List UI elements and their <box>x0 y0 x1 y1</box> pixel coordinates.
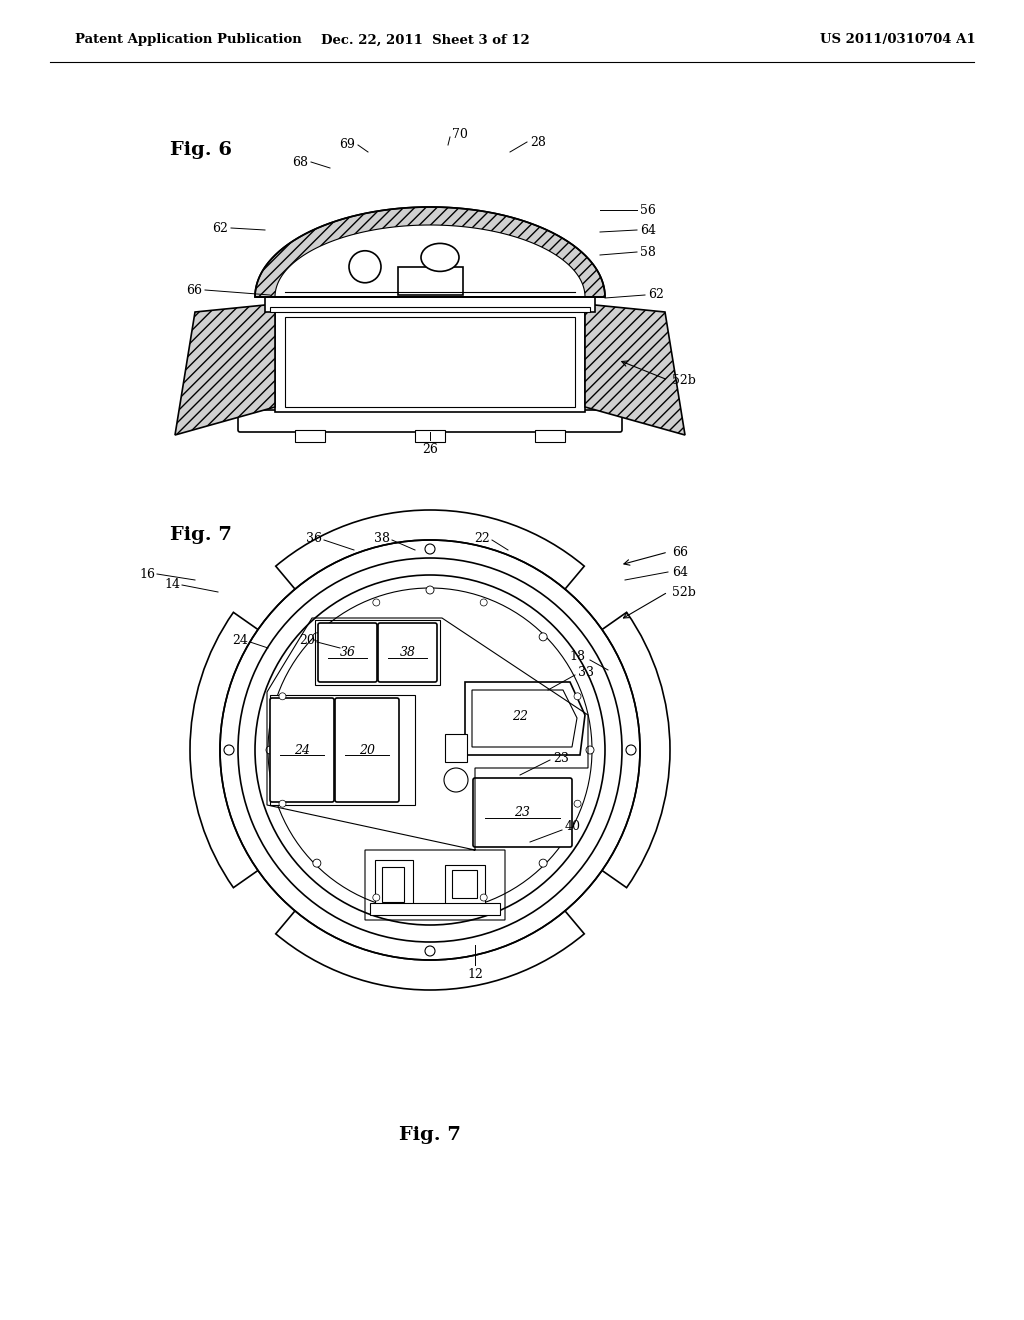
Polygon shape <box>465 682 585 755</box>
Text: 38: 38 <box>399 645 416 659</box>
Polygon shape <box>255 207 605 297</box>
Circle shape <box>255 576 605 925</box>
Text: 33: 33 <box>578 665 594 678</box>
FancyBboxPatch shape <box>238 411 622 432</box>
Text: 52b: 52b <box>672 586 696 598</box>
Text: 23: 23 <box>514 807 530 818</box>
Bar <box>382 867 404 902</box>
Text: 66: 66 <box>672 545 688 558</box>
Text: 68: 68 <box>292 156 308 169</box>
Text: 28: 28 <box>530 136 546 149</box>
Circle shape <box>279 800 286 808</box>
Text: Fig. 7: Fig. 7 <box>399 1126 461 1144</box>
Text: 20: 20 <box>359 743 375 756</box>
Text: Patent Application Publication: Patent Application Publication <box>75 33 302 46</box>
Ellipse shape <box>421 243 459 272</box>
Text: 36: 36 <box>340 645 355 659</box>
Text: 36: 36 <box>306 532 322 544</box>
Text: 38: 38 <box>374 532 390 544</box>
Text: 18: 18 <box>569 651 585 664</box>
Text: 23: 23 <box>553 751 569 764</box>
Text: 20: 20 <box>299 634 315 647</box>
Bar <box>315 620 440 685</box>
Bar <box>370 903 500 915</box>
Text: 40: 40 <box>565 821 581 833</box>
Text: 26: 26 <box>422 444 438 455</box>
Circle shape <box>220 540 640 960</box>
Circle shape <box>279 693 286 700</box>
Text: Fig. 6: Fig. 6 <box>170 141 232 158</box>
Polygon shape <box>175 304 275 436</box>
Text: US 2011/0310704 A1: US 2011/0310704 A1 <box>820 33 976 46</box>
Circle shape <box>373 894 380 902</box>
Circle shape <box>313 632 321 642</box>
Text: 66: 66 <box>186 284 202 297</box>
Wedge shape <box>598 612 670 887</box>
Bar <box>445 865 485 906</box>
Text: 52b: 52b <box>672 374 696 387</box>
Circle shape <box>313 859 321 867</box>
Bar <box>270 308 590 312</box>
Bar <box>275 312 585 412</box>
Bar <box>265 297 595 312</box>
Bar <box>397 267 463 294</box>
Text: 22: 22 <box>474 532 490 544</box>
Polygon shape <box>275 224 585 297</box>
Wedge shape <box>275 510 585 593</box>
Polygon shape <box>585 304 685 436</box>
Circle shape <box>349 251 381 282</box>
Circle shape <box>574 800 581 808</box>
FancyBboxPatch shape <box>318 623 377 682</box>
Bar <box>445 734 467 762</box>
Circle shape <box>373 599 380 606</box>
Circle shape <box>586 746 594 754</box>
Circle shape <box>480 894 487 902</box>
Text: 62: 62 <box>648 289 664 301</box>
Text: Dec. 22, 2011  Sheet 3 of 12: Dec. 22, 2011 Sheet 3 of 12 <box>321 33 529 46</box>
Text: 58: 58 <box>640 246 656 259</box>
Text: 12: 12 <box>467 968 483 981</box>
Text: Fig. 7: Fig. 7 <box>170 525 231 544</box>
Text: 14: 14 <box>164 578 180 591</box>
FancyBboxPatch shape <box>378 623 437 682</box>
Text: 69: 69 <box>339 139 355 152</box>
Bar <box>270 696 415 805</box>
Circle shape <box>425 946 435 956</box>
Circle shape <box>444 768 468 792</box>
Circle shape <box>266 746 274 754</box>
FancyBboxPatch shape <box>335 698 399 803</box>
FancyBboxPatch shape <box>473 777 572 847</box>
Wedge shape <box>190 612 262 887</box>
Bar <box>415 430 445 442</box>
Text: 24: 24 <box>232 634 248 647</box>
Circle shape <box>224 744 234 755</box>
Circle shape <box>540 859 547 867</box>
Text: 56: 56 <box>640 203 656 216</box>
Wedge shape <box>275 907 585 990</box>
Circle shape <box>626 744 636 755</box>
Text: 64: 64 <box>672 565 688 578</box>
Bar <box>535 430 565 442</box>
Bar <box>375 861 413 909</box>
FancyBboxPatch shape <box>270 698 334 803</box>
Text: 64: 64 <box>640 223 656 236</box>
Circle shape <box>426 906 434 913</box>
Text: 16: 16 <box>139 568 155 581</box>
Text: 70: 70 <box>452 128 468 141</box>
Text: 62: 62 <box>212 222 228 235</box>
Bar <box>295 430 325 442</box>
Bar <box>285 317 575 407</box>
Bar <box>452 870 477 898</box>
Circle shape <box>574 693 581 700</box>
Text: 22: 22 <box>512 710 528 723</box>
Circle shape <box>480 599 487 606</box>
Circle shape <box>426 586 434 594</box>
Circle shape <box>540 632 547 642</box>
Text: 24: 24 <box>294 743 310 756</box>
Circle shape <box>425 544 435 554</box>
